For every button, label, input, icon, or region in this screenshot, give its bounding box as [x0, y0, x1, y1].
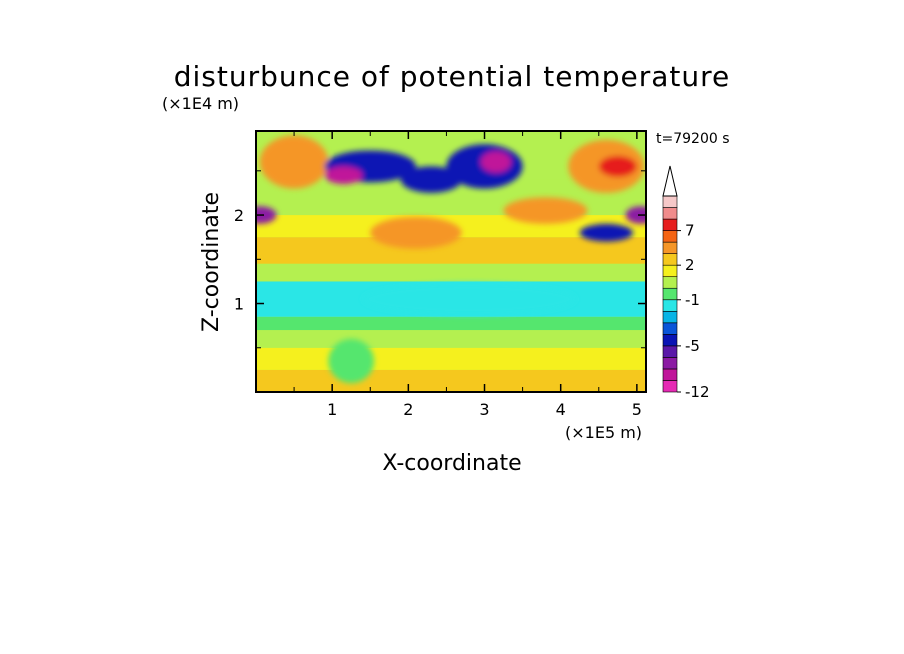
field-features: [256, 135, 646, 384]
colorbar-segment: [662, 322, 678, 335]
colorbar-segment: [662, 357, 678, 370]
colorbar-segment: [662, 345, 678, 358]
field-feature: [324, 166, 363, 185]
colorbar-segment: [662, 264, 678, 278]
y-axis-ticks: 12: [234, 170, 646, 349]
colorbar-segment: [662, 380, 678, 393]
field-layer: [256, 347, 646, 370]
field-feature: [480, 151, 512, 173]
colorbar-segment: [662, 276, 678, 289]
x-tick-label: 4: [556, 400, 566, 419]
field-layer: [256, 369, 646, 392]
y-tick-label: 2: [234, 206, 244, 225]
colorbar-label: -1: [685, 291, 700, 309]
field-feature: [328, 338, 375, 384]
colorbar-label: -12: [685, 383, 710, 401]
colorbar-segment: [662, 310, 678, 324]
field-feature: [503, 197, 588, 224]
y-axis-label: Z-coordinate: [199, 192, 224, 332]
field-feature: [400, 166, 462, 193]
field-feature: [625, 206, 646, 224]
colorbar: -12-5-127: [662, 165, 710, 401]
plot-frame: [255, 130, 647, 393]
y-unit-label: (×1E4 m): [162, 94, 239, 113]
colorbar-segment: [662, 368, 678, 381]
field-feature: [598, 155, 637, 178]
colorbar-label: -5: [685, 337, 700, 355]
time-label: t=79200 s: [656, 131, 730, 147]
colorbar-segment: [662, 218, 678, 231]
field-layer: [256, 316, 646, 331]
x-axis-label: X-coordinate: [382, 451, 521, 476]
colorbar-segment: [662, 241, 678, 254]
x-tick-label: 3: [479, 400, 489, 419]
colorbar-segment: [662, 253, 678, 266]
colorbar-segment: [662, 195, 678, 208]
colorbar-segment: [662, 230, 678, 243]
field-feature: [579, 223, 634, 242]
field-feature: [256, 206, 277, 224]
field-layer: [256, 263, 646, 282]
colorbar-segment: [662, 299, 678, 312]
field-feature: [362, 283, 576, 316]
colorbar-label: 2: [685, 256, 695, 274]
colorbar-extend-arrow: [662, 165, 678, 197]
y-tick-label: 1: [234, 295, 244, 314]
colorbar-label: 7: [685, 222, 695, 240]
field-feature: [259, 135, 329, 189]
x-axis-ticks: 1 2 3 4 5: [293, 131, 642, 419]
x-tick-label: 1: [327, 400, 337, 419]
x-unit-label: (×1E5 m): [565, 423, 642, 442]
field-feature: [370, 216, 462, 249]
x-tick-label: 5: [632, 400, 642, 419]
x-tick-label: 2: [403, 400, 413, 419]
contour-field: [256, 131, 646, 392]
colorbar-segment: [662, 207, 678, 220]
field-layer: [256, 330, 646, 348]
chart-title: disturbunce of potential temperature: [174, 60, 731, 93]
colorbar-segment: [662, 287, 678, 301]
colorbar-segment: [662, 334, 678, 347]
